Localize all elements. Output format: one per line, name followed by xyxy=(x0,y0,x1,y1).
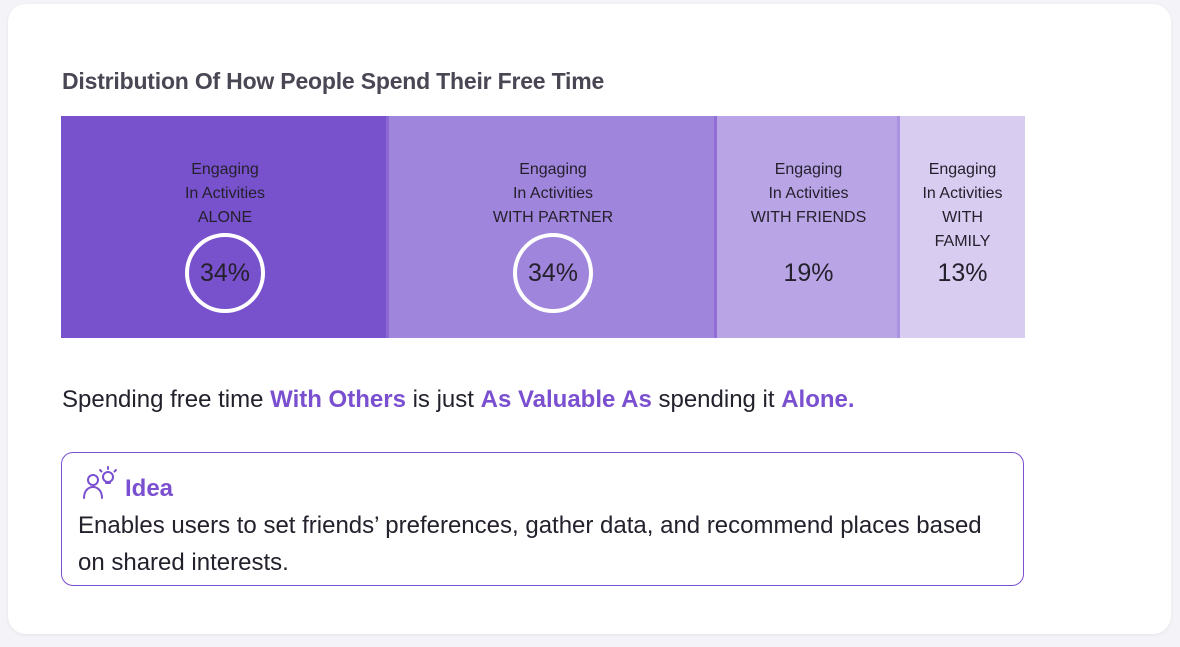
segment-label-line: Engaging xyxy=(191,161,259,178)
segment-divider xyxy=(386,116,391,338)
segment-label-line: WITH FRIENDS xyxy=(750,209,867,226)
insight-highlight: Alone xyxy=(781,386,848,413)
bar-segment: Engaging In Activities WITH FRIENDS 19% xyxy=(717,116,900,338)
insight-text: Spending free time xyxy=(62,386,271,413)
segment-label-line: In Activities xyxy=(184,185,266,202)
idea-callout: Idea Enables users to set friends’ prefe… xyxy=(61,452,1024,586)
segment-value-label: 34% xyxy=(185,233,265,313)
insight-text: spending it xyxy=(651,386,782,413)
segment-label-line: Engaging xyxy=(519,161,587,178)
segment-divider xyxy=(714,116,719,338)
segment-label: Engaging In Activities WITH FAMILY xyxy=(900,158,1025,254)
insight-highlight: With Others xyxy=(270,386,406,413)
segment-value-label: 34% xyxy=(513,233,593,313)
segment-divider xyxy=(897,116,902,338)
segment-label-line: WITH xyxy=(942,209,983,226)
segment-label-line: In Activities xyxy=(512,185,594,202)
insight-highlight: . xyxy=(847,386,855,413)
segment-label: Engaging In Activities WITH PARTNER xyxy=(389,158,717,230)
idea-title: Idea xyxy=(125,475,174,502)
segment-label-line: In Activities xyxy=(922,185,1003,202)
insight-highlight: As Valuable As xyxy=(480,386,652,413)
chart-title: Distribution Of How People Spend Their F… xyxy=(62,68,605,94)
stacked-bar-chart: Engaging In Activities ALONE 34% Engaging In … xyxy=(61,116,1025,338)
bar-segment: Engaging In Activities WITH FAMILY 13% xyxy=(900,116,1025,338)
insight-statement: Spending free time With Others is just A… xyxy=(62,386,855,414)
idea-description: Enables users to set friends’ preference… xyxy=(78,512,982,576)
segment-label-line: FAMILY xyxy=(934,233,991,250)
insight-text: is just xyxy=(405,386,481,413)
segment-value-label: 13% xyxy=(937,259,988,287)
segment-label-line: Engaging xyxy=(928,161,997,178)
segment-label: Engaging In Activities WITH FRIENDS xyxy=(717,158,900,230)
segment-label-line: ALONE xyxy=(197,209,253,226)
segment-label-line: WITH PARTNER xyxy=(492,209,614,226)
segment-label-line: Engaging xyxy=(774,161,843,178)
segment-value-label: 19% xyxy=(783,259,834,287)
segment-label-line: In Activities xyxy=(768,185,849,202)
segment-label: Engaging In Activities ALONE xyxy=(61,158,389,230)
person-lightbulb-icon xyxy=(83,466,117,499)
bar-segment: Engaging In Activities WITH PARTNER 34% xyxy=(389,116,717,338)
bar-segment: Engaging In Activities ALONE 34% xyxy=(61,116,389,338)
